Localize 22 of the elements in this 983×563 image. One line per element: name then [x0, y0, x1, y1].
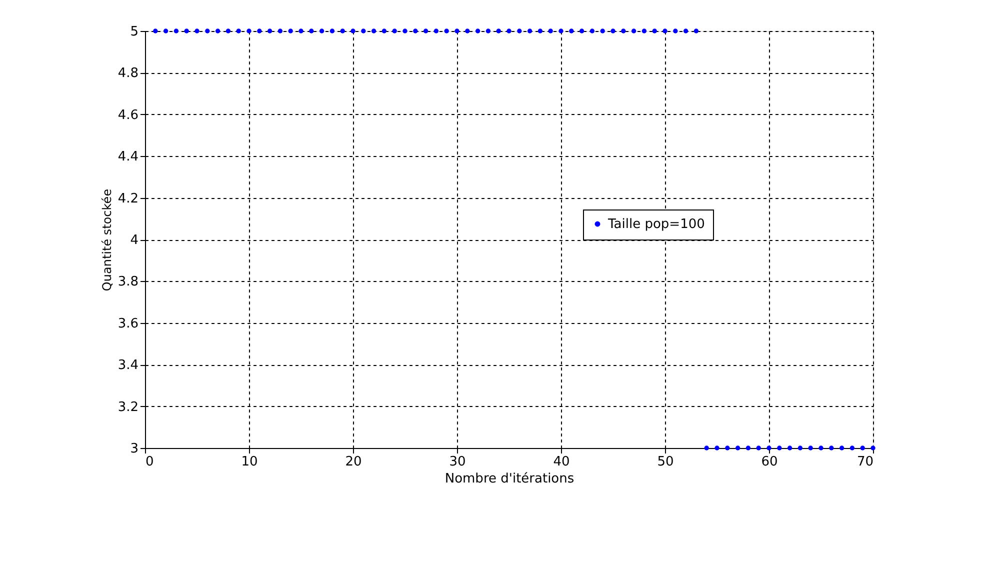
x-tick-label: 40 [553, 454, 570, 470]
y-tick-label: 3.4 [118, 358, 138, 374]
y-tick-label: 4 [130, 233, 138, 248]
x-tick-label: 50 [657, 454, 674, 470]
legend-label: Taille pop=100 [607, 217, 705, 232]
y-axis-title: Quantité stockée [100, 188, 114, 292]
y-tick-label: 3.2 [118, 400, 138, 415]
y-tick-label: 4.2 [118, 191, 138, 206]
x-tick-label: 70 [856, 454, 874, 470]
y-tick-label: 3 [130, 442, 138, 456]
y-tick-label: 3.8 [118, 274, 138, 290]
x-axis-title: Nombre d'itérations [444, 472, 574, 486]
y-tick-label: 4.8 [118, 66, 138, 82]
y-tick-label: 4.6 [118, 108, 138, 123]
y-tick-label: 3.6 [118, 316, 138, 332]
y-tick-label: 4.4 [118, 150, 138, 165]
x-tick-label: 20 [345, 454, 362, 470]
y-tick-label: 5 [130, 24, 138, 40]
x-tick-label: 60 [761, 454, 778, 470]
x-tick-label: 30 [449, 454, 466, 470]
x-tick-label: 0 [146, 454, 154, 470]
x-tick-label: 10 [241, 454, 258, 470]
